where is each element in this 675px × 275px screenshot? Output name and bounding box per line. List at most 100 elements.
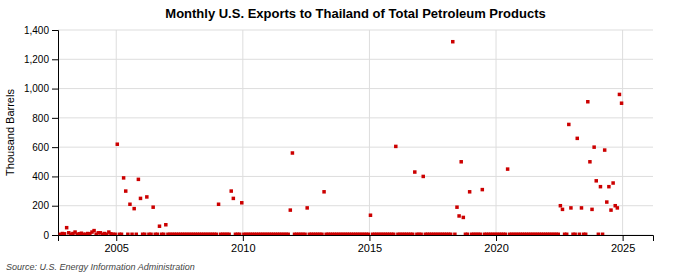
points bbox=[59, 40, 624, 235]
point bbox=[569, 206, 573, 210]
y-grid-line bbox=[58, 59, 653, 60]
x-tick-mark bbox=[243, 235, 244, 241]
point bbox=[584, 233, 588, 235]
point bbox=[453, 233, 457, 235]
point bbox=[367, 233, 371, 235]
point bbox=[305, 206, 309, 210]
x-tick-label: 2020 bbox=[484, 242, 508, 254]
x-tick-label: 2005 bbox=[104, 242, 128, 254]
y-grid-line bbox=[58, 88, 653, 89]
y-tick-label: 600 bbox=[32, 142, 49, 153]
point bbox=[232, 197, 236, 201]
x-tick: 2025 bbox=[611, 235, 635, 254]
point bbox=[419, 233, 423, 235]
point bbox=[592, 145, 596, 149]
point bbox=[139, 197, 143, 201]
point bbox=[126, 233, 129, 235]
x-tick-mark bbox=[496, 235, 497, 241]
y-tick-mark bbox=[52, 176, 58, 177]
point bbox=[128, 203, 132, 207]
y-tick: 0 bbox=[43, 230, 58, 241]
point bbox=[457, 214, 461, 218]
point bbox=[227, 233, 231, 235]
point bbox=[392, 233, 396, 235]
point bbox=[586, 100, 590, 104]
point bbox=[601, 233, 605, 235]
point bbox=[215, 233, 219, 235]
x-tick-label: 2025 bbox=[611, 242, 635, 254]
title: Monthly U.S. Exports to Thailand of Tota… bbox=[165, 6, 545, 21]
point bbox=[120, 233, 124, 235]
point bbox=[124, 189, 128, 193]
x-grid-line bbox=[496, 30, 497, 235]
point bbox=[369, 213, 373, 217]
x-tick-mark bbox=[369, 235, 370, 241]
point bbox=[135, 233, 139, 235]
point bbox=[238, 233, 242, 235]
y-tick-mark bbox=[52, 59, 58, 60]
point bbox=[116, 142, 120, 146]
y-tick: 1,200 bbox=[24, 54, 58, 65]
point bbox=[164, 223, 168, 227]
point bbox=[580, 206, 584, 210]
y-tick: 1,000 bbox=[24, 83, 58, 94]
x-grid-line bbox=[622, 30, 623, 235]
point bbox=[421, 175, 425, 179]
x-tick-mark bbox=[116, 235, 117, 241]
point bbox=[145, 195, 149, 199]
x-tick-label: 2015 bbox=[358, 242, 382, 254]
source-note: Source: U.S. Energy Information Administ… bbox=[6, 262, 195, 272]
point bbox=[459, 160, 463, 164]
point bbox=[289, 208, 293, 212]
y-tick: 600 bbox=[32, 142, 58, 153]
point bbox=[130, 233, 134, 235]
point bbox=[92, 229, 96, 233]
point bbox=[122, 176, 126, 180]
point bbox=[504, 233, 508, 235]
point bbox=[599, 185, 603, 189]
point bbox=[240, 201, 244, 205]
y-axis: 0 200 400 600 800 1,000 1,200 1,400 bbox=[24, 25, 59, 241]
point bbox=[618, 93, 622, 97]
point bbox=[449, 233, 453, 235]
point bbox=[63, 232, 66, 235]
point bbox=[217, 203, 221, 207]
y-tick-mark bbox=[52, 235, 58, 236]
point bbox=[411, 233, 415, 235]
y-tick-label: 1,000 bbox=[24, 83, 49, 94]
x-axis: 2005 2010 2015 2020 2025 bbox=[59, 235, 654, 254]
y-tick-mark bbox=[52, 206, 58, 207]
x-tick: 2005 bbox=[104, 235, 128, 254]
point bbox=[320, 233, 324, 235]
point bbox=[149, 233, 153, 235]
point bbox=[609, 208, 613, 212]
point bbox=[557, 233, 561, 235]
point bbox=[462, 216, 466, 220]
x-tick-label: 2010 bbox=[231, 242, 255, 254]
chart: 2005 2010 2015 2020 2025 0 200 400 600 800 1,000 1,… bbox=[0, 0, 675, 275]
point bbox=[322, 190, 326, 194]
point bbox=[455, 205, 459, 209]
point bbox=[561, 208, 565, 212]
point bbox=[620, 101, 624, 105]
point bbox=[611, 181, 615, 185]
point bbox=[468, 190, 472, 194]
point bbox=[478, 233, 482, 235]
point bbox=[576, 137, 580, 141]
y-tick-label: 1,400 bbox=[24, 25, 49, 36]
point bbox=[588, 160, 592, 164]
point bbox=[597, 233, 601, 235]
y-tick-mark bbox=[52, 118, 58, 119]
point bbox=[65, 226, 69, 230]
point bbox=[113, 233, 117, 235]
y-tick: 800 bbox=[32, 113, 58, 124]
point bbox=[607, 185, 611, 189]
y-tick-label: 200 bbox=[32, 200, 49, 211]
point bbox=[603, 148, 607, 152]
y-tick-label: 400 bbox=[32, 171, 49, 182]
y-grid-line bbox=[58, 176, 653, 177]
point bbox=[506, 167, 510, 171]
x-tick: 2015 bbox=[358, 235, 382, 254]
y-axis-title: Thousand Barrels bbox=[4, 89, 16, 176]
grid bbox=[58, 30, 653, 235]
